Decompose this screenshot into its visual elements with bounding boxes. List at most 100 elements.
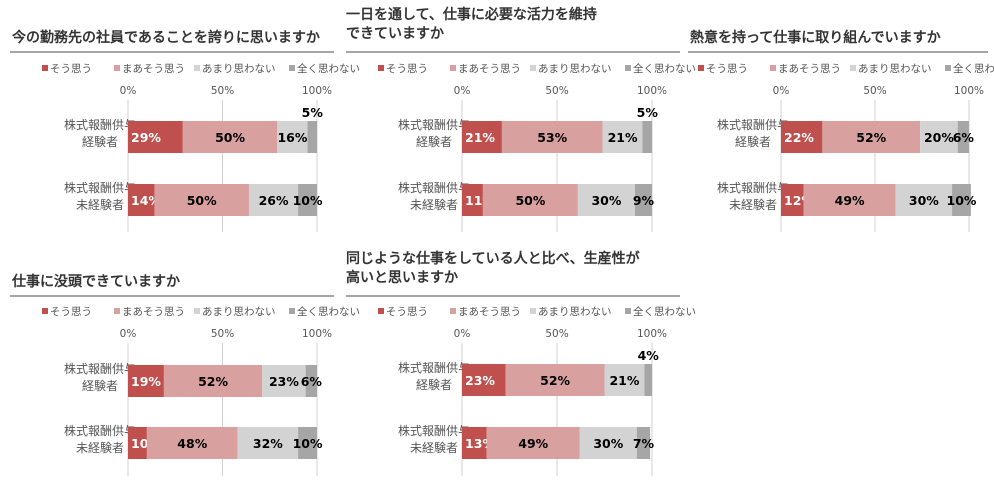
- category-label: 株式報酬供与: [398, 360, 470, 375]
- bar-segment: [262, 365, 306, 397]
- data-label: 26%: [259, 193, 289, 208]
- legend-swatch: [289, 65, 295, 71]
- bar-segment: [462, 427, 487, 459]
- legend-label: 全く思わない: [953, 62, 994, 75]
- data-label: 20%: [924, 130, 954, 145]
- bar-segment: [298, 427, 317, 459]
- chart-title-line: 今の勤務先の社員であることを誇りに思いますか: [12, 30, 320, 46]
- category-label: 経験者: [416, 134, 452, 149]
- bar-segment: [644, 364, 652, 396]
- data-label: 7%: [633, 436, 655, 451]
- data-label: 16%: [277, 130, 307, 145]
- x-tick-label: 0%: [454, 85, 471, 97]
- data-label: 6%: [301, 374, 323, 389]
- legend-swatch: [42, 308, 48, 314]
- legend-swatch: [378, 65, 384, 71]
- legend-swatch: [945, 65, 951, 71]
- bar-segment: [781, 121, 823, 153]
- data-label: 19%: [131, 374, 161, 389]
- legend-swatch: [378, 308, 384, 314]
- category-label: 未経験者: [729, 197, 777, 212]
- bar-segment: [501, 121, 603, 153]
- data-label: 48%: [177, 436, 207, 451]
- data-label: 5%: [302, 105, 324, 120]
- chart-title-line: 熱意を持って仕事に取り組んでいますか: [690, 30, 941, 46]
- legend-swatch: [850, 65, 856, 71]
- category-label: 未経験者: [76, 197, 124, 212]
- data-label: 30%: [593, 436, 623, 451]
- data-label: 4%: [638, 348, 660, 363]
- data-label: 50%: [515, 193, 545, 208]
- chart-title-line: 一日を通して、仕事に必要な活力を維持: [346, 7, 597, 23]
- data-label: 49%: [518, 436, 548, 451]
- bar-segment: [182, 121, 278, 153]
- bar-segment: [602, 121, 643, 153]
- legend-swatch: [114, 308, 120, 314]
- category-label: 株式報酬供与: [717, 180, 789, 195]
- bar-segment: [277, 121, 308, 153]
- x-tick-label: 50%: [545, 85, 568, 97]
- x-tick-label: 100%: [302, 85, 332, 97]
- category-label: 株式報酬供与: [398, 117, 470, 132]
- data-label: 52%: [856, 130, 886, 145]
- legend-label: あまり思わない: [538, 306, 612, 318]
- legend-label: 全く思わない: [633, 62, 696, 75]
- bar-segment: [307, 121, 317, 153]
- bar-segment: [482, 184, 578, 216]
- data-label: 52%: [540, 373, 570, 388]
- chart-panel-enthusiasm: 熱意を持って仕事に取り組んでいますか そう思う まあそう思う あまり思わない 全く思わ…: [688, 0, 994, 240]
- legend-swatch: [42, 65, 48, 71]
- legend-swatch: [530, 65, 536, 71]
- data-label: 5%: [637, 105, 659, 120]
- chart-title-line: できていますか: [346, 26, 444, 42]
- bar-segment: [952, 184, 971, 216]
- category-label: 経験者: [82, 378, 118, 393]
- data-label: 10%: [947, 193, 977, 208]
- category-label: 株式報酬供与: [717, 117, 789, 132]
- x-tick-label: 0%: [120, 85, 137, 97]
- title-underline: [10, 295, 334, 297]
- bar-segment: [237, 427, 299, 459]
- bar-segment: [248, 184, 299, 216]
- legend-swatch: [698, 65, 704, 71]
- data-label: 21%: [465, 130, 495, 145]
- bar-segment: [579, 427, 637, 459]
- data-label: 32%: [253, 436, 283, 451]
- data-label: 49%: [835, 193, 865, 208]
- category-label: 株式報酬供与: [398, 423, 470, 438]
- legend-label: まあそう思う: [458, 63, 521, 75]
- x-tick-label: 50%: [211, 328, 234, 340]
- category-label: 株式報酬供与: [64, 423, 136, 438]
- x-tick-label: 100%: [302, 328, 332, 340]
- legend-swatch: [770, 65, 776, 71]
- title-underline: [688, 51, 988, 53]
- bar-segment: [128, 365, 164, 397]
- bar-segment: [462, 184, 483, 216]
- bar-segment: [634, 184, 652, 216]
- bar-segment: [957, 121, 969, 153]
- bar-segment: [577, 184, 635, 216]
- stacked-bar-chart: そう思う まあそう思う あまり思わない 全く思わない 0% 50% 100% 株式報酬供与経験…: [698, 62, 994, 232]
- category-label: 経験者: [82, 134, 118, 149]
- legend-label: そう思う: [386, 306, 428, 318]
- legend-swatch: [114, 65, 120, 71]
- chart-title-line: 仕事に没頭できていますか: [12, 274, 180, 290]
- bar-segment: [642, 121, 652, 153]
- bar-segment: [298, 184, 317, 216]
- title-underline: [10, 51, 334, 53]
- stacked-bar-chart: そう思う まあそう思う あまり思わない 全く思わない 0% 50% 100% 株式報酬供与経験…: [42, 305, 360, 476]
- legend-swatch: [289, 308, 295, 314]
- data-label: 9%: [633, 193, 655, 208]
- chart-title: 同じような仕事をしている人と比べ、生産性が 高いと思いますか: [346, 250, 640, 288]
- data-label: 30%: [591, 193, 621, 208]
- category-label: 株式報酬供与: [64, 117, 136, 132]
- x-tick-label: 0%: [454, 328, 471, 340]
- chart-title: 一日を通して、仕事に必要な活力を維持 できていますか: [346, 6, 597, 44]
- category-label: 経験者: [735, 134, 771, 149]
- data-label: 10%: [293, 193, 323, 208]
- x-tick-label: 100%: [954, 85, 984, 97]
- data-label: 50%: [215, 130, 245, 145]
- bar-segment: [604, 364, 645, 396]
- data-label: 23%: [269, 374, 299, 389]
- legend-label: 全く思わない: [297, 305, 360, 318]
